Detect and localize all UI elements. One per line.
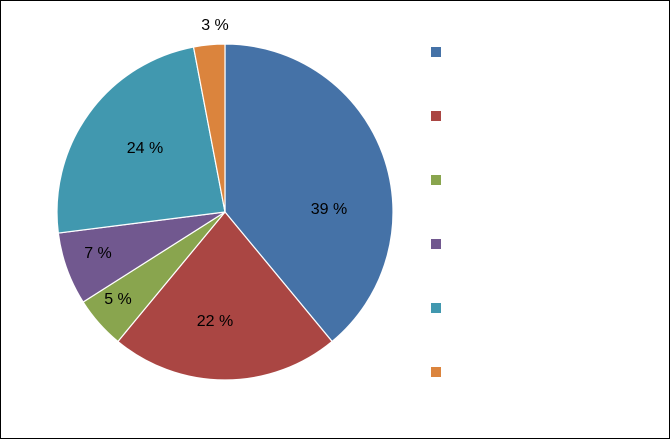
pie-slice-2	[117, 211, 333, 381]
legend-item-5	[431, 301, 449, 315]
data-label-1: 39 %	[311, 201, 347, 218]
legend-swatch-5	[431, 303, 441, 313]
legend-item-2	[431, 109, 449, 123]
legend-item-3	[431, 173, 449, 187]
legend-swatch-6	[431, 367, 441, 377]
data-label-3: 5 %	[104, 291, 132, 308]
data-label-4: 7 %	[84, 245, 112, 262]
legend-swatch-3	[431, 175, 441, 185]
legend-swatch-2	[431, 111, 441, 121]
data-label-5: 24 %	[127, 140, 163, 157]
legend-item-6	[431, 365, 449, 379]
data-label-2: 22 %	[197, 313, 233, 330]
legend-item-1	[431, 45, 449, 59]
pie-slice-1	[224, 43, 394, 343]
pie-slice-6	[192, 43, 226, 213]
pie-slice-5	[56, 46, 226, 234]
data-label-6: 3 %	[201, 17, 229, 34]
legend-swatch-1	[431, 47, 441, 57]
legend-swatch-4	[431, 239, 441, 249]
legend-item-4	[431, 237, 449, 251]
